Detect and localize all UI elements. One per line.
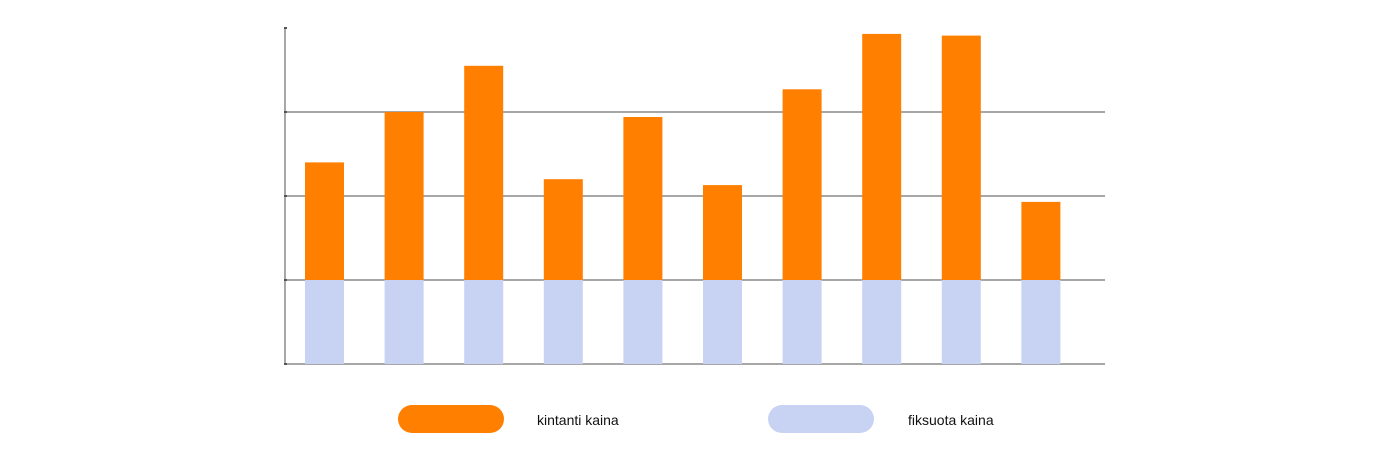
bar-fixed-price — [623, 280, 663, 364]
bar-fixed-price — [1021, 280, 1061, 364]
bar-fixed-price — [464, 280, 504, 364]
bars — [305, 33, 1061, 364]
legend: kintanti kaina fiksuota kaina — [398, 405, 994, 433]
legend-label-fixed-price: fiksuota kaina — [908, 412, 994, 428]
legend-item-fixed-price: fiksuota kaina — [768, 405, 994, 433]
bar-fixed-price — [384, 280, 424, 364]
bar-variable-price — [623, 117, 663, 280]
bar-fixed-price — [703, 280, 742, 364]
bar-fixed-price — [543, 280, 583, 364]
legend-item-variable-price: kintanti kaina — [398, 405, 619, 433]
bar-variable-price — [782, 89, 822, 280]
bar-variable-price — [703, 185, 742, 280]
bar-variable-price — [1021, 201, 1061, 280]
bar-fixed-price — [862, 280, 902, 364]
bar-fixed-price — [305, 280, 344, 364]
legend-swatch-variable-price — [398, 405, 504, 433]
bar-variable-price — [384, 112, 424, 280]
bar-variable-price — [862, 33, 902, 281]
bar-variable-price — [305, 162, 344, 280]
bar-fixed-price — [782, 280, 822, 364]
bar-variable-price — [543, 179, 583, 280]
legend-label-variable-price: kintanti kaina — [537, 412, 619, 428]
bar-variable-price — [464, 65, 504, 280]
bar-variable-price — [941, 35, 981, 280]
bar-fixed-price — [941, 280, 981, 364]
legend-swatch-fixed-price — [768, 405, 874, 433]
